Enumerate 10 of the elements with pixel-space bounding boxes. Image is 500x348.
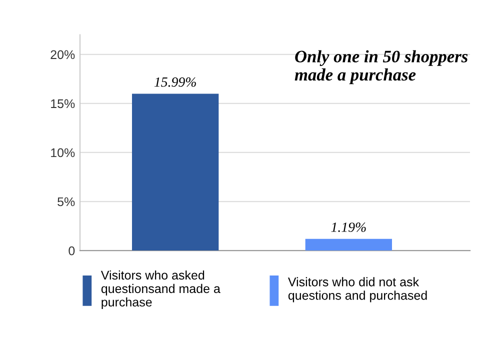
annotation: Only one in 50 shoppers made a purchase (294, 50, 468, 84)
data-label: 15.99% (154, 77, 196, 87)
y-tick-label: 5% (58, 197, 75, 206)
y-tick-label: 0 (68, 246, 75, 256)
y-tick-label: 20% (50, 50, 75, 60)
y-tick-label: 10% (51, 148, 75, 158)
legend-label: Visitors who asked questionsand made a purchase (100, 270, 220, 310)
y-tick-label: 15% (51, 99, 75, 108)
legend-label: Visitors who did not ask questions and purchased (288, 277, 427, 302)
data-label: 1.19% (331, 222, 366, 232)
